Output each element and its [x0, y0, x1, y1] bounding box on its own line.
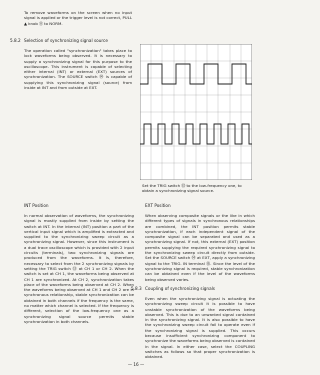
- section-title: Selection of synchronizing signal source: [24, 38, 108, 43]
- section-body: Even when the synchronizing signal is ac…: [145, 296, 255, 360]
- subsection-body: In normal observation of waveforms, the …: [24, 213, 134, 324]
- section-body: The operation called "synchronization" t…: [24, 48, 132, 91]
- page: To remove waveforms on the screen when n…: [10, 10, 255, 367]
- page-number: — 16 —: [127, 362, 145, 367]
- subsection-title: INT Position: [24, 203, 49, 208]
- figure-caption: Set the TRIG switch ⑬ to the low-frequen…: [142, 183, 242, 194]
- section-title: Coupling of synchronizing signals: [145, 286, 215, 291]
- section-number: 5.8.2: [10, 38, 21, 43]
- intro: To remove waveforms on the screen when n…: [24, 10, 132, 26]
- subsection-body: When observing composite signals or the …: [145, 213, 255, 282]
- subsection-title: EXT Position: [145, 203, 171, 208]
- waveform-figure: [140, 44, 252, 180]
- section-number: 5.8.3: [131, 286, 142, 291]
